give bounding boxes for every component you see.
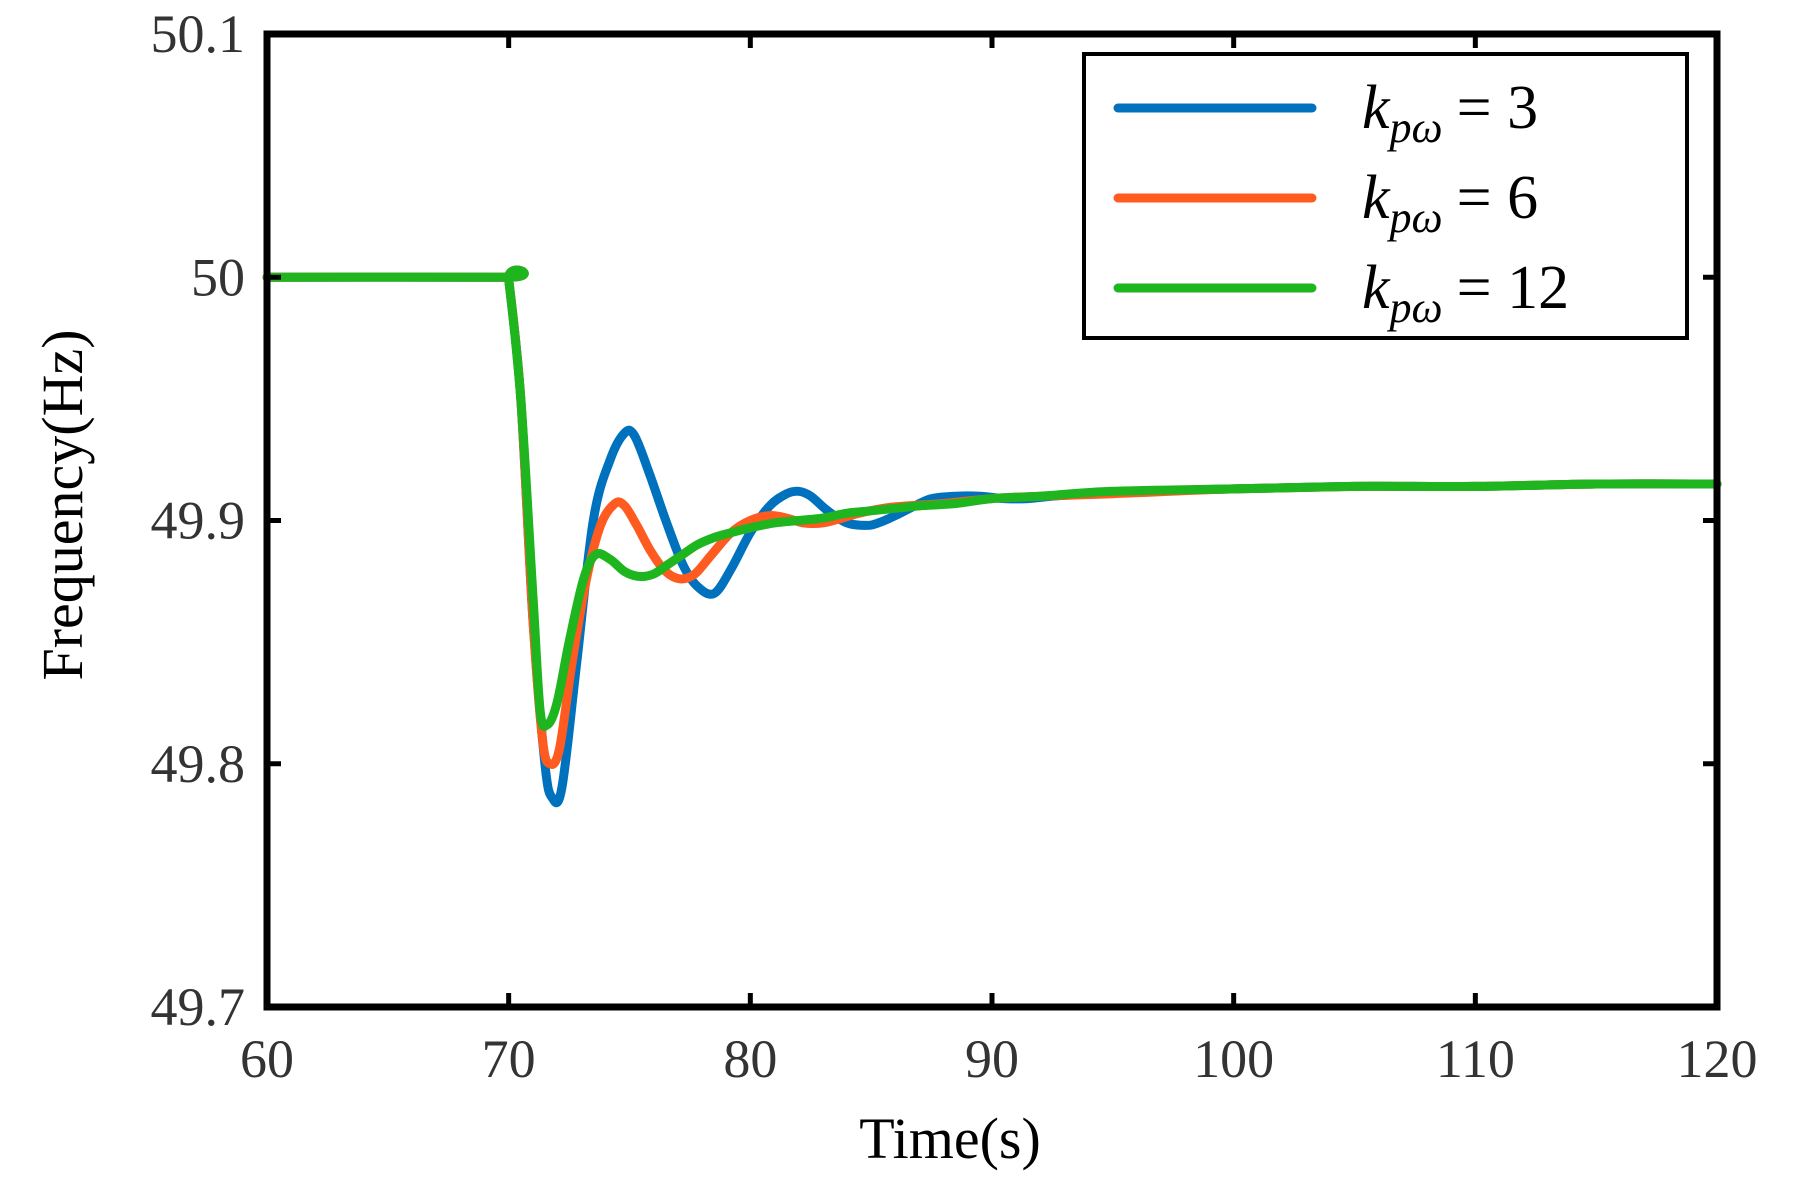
y-tick-label: 50.1	[151, 4, 246, 64]
legend-symbol: k	[1362, 254, 1391, 322]
legend-label-2: kpω = 6	[1362, 164, 1538, 242]
x-tick-label: 90	[965, 1029, 1019, 1089]
series-layer	[262, 265, 1722, 808]
y-tick-labels: 49.7 49.8 49.9 50 50.1	[151, 4, 246, 1037]
x-tick-label: 60	[240, 1029, 294, 1089]
x-axis-label: Time(s)	[859, 1106, 1041, 1171]
series-line-3	[262, 265, 1722, 731]
legend-symbol: k	[1362, 74, 1391, 142]
y-tick-label: 49.7	[151, 977, 246, 1037]
legend-value: = 3	[1457, 74, 1538, 142]
y-axis-label: Frequency(Hz)	[30, 329, 95, 680]
legend-subscript: pω	[1387, 193, 1443, 242]
x-tick-label: 70	[482, 1029, 536, 1089]
legend-subscript: pω	[1387, 283, 1443, 332]
x-tick-label: 100	[1193, 1029, 1274, 1089]
x-tick-labels: 60 70 80 90 100 110 120	[240, 1029, 1758, 1089]
tick-layer	[264, 31, 1720, 1010]
y-tick-label: 49.9	[151, 491, 246, 551]
legend-label-1: kpω = 3	[1362, 74, 1538, 152]
legend-subscript: pω	[1387, 103, 1443, 152]
legend-symbol: k	[1362, 164, 1391, 232]
legend-label-3: kpω = 12	[1362, 254, 1569, 332]
x-tick-label: 80	[723, 1029, 777, 1089]
y-tick-label: 50	[191, 247, 245, 307]
x-tick-label: 110	[1436, 1029, 1515, 1089]
legend-value: = 6	[1457, 164, 1538, 232]
y-tick-label: 49.8	[151, 734, 246, 794]
legend-value: = 12	[1457, 254, 1569, 322]
x-tick-label: 120	[1677, 1029, 1758, 1089]
